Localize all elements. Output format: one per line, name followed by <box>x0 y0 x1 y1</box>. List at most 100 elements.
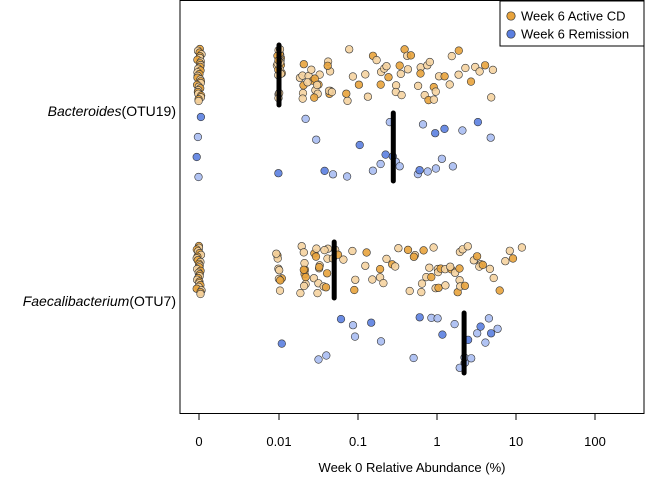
x-tick-label: 1 <box>433 434 440 449</box>
data-point <box>348 246 357 256</box>
data-point <box>473 252 482 261</box>
data-point <box>433 314 442 323</box>
data-point <box>478 260 487 270</box>
data-point <box>275 266 284 275</box>
data-point <box>361 261 370 270</box>
data-point <box>307 65 316 74</box>
genus-name: Faecalibacterium <box>23 293 130 309</box>
data-point <box>460 281 470 290</box>
data-point <box>403 245 413 254</box>
x-tick-label: 0 <box>195 434 202 449</box>
data-point <box>454 46 463 55</box>
x-axis: 0 0.01 0.1 1 10 100 <box>195 414 606 449</box>
data-point <box>489 273 498 283</box>
medians-layer <box>276 42 467 376</box>
group-label: Bacteroides(OTU19) <box>48 103 176 119</box>
data-point <box>438 330 447 339</box>
data-point <box>323 61 332 70</box>
data-point <box>312 244 321 253</box>
data-point <box>303 78 312 87</box>
data-point <box>395 162 404 171</box>
data-point <box>441 281 450 290</box>
legend-swatch <box>506 11 516 21</box>
data-point <box>414 81 423 90</box>
data-point <box>431 129 440 138</box>
data-point <box>368 275 377 284</box>
data-point <box>454 70 463 79</box>
data-point <box>194 96 203 106</box>
data-point <box>313 289 322 298</box>
data-point <box>327 87 337 97</box>
data-point <box>440 72 449 81</box>
data-point <box>419 246 428 255</box>
data-point <box>310 93 319 102</box>
data-point <box>311 252 321 261</box>
data-point <box>309 274 319 283</box>
data-point <box>376 265 385 274</box>
data-point <box>423 167 432 176</box>
data-point <box>328 170 338 179</box>
data-point <box>461 63 470 73</box>
data-point <box>345 45 354 54</box>
data-point <box>405 286 414 296</box>
data-point <box>350 332 360 341</box>
data-point <box>382 254 391 263</box>
data-point <box>354 80 364 89</box>
data-point <box>416 69 425 78</box>
data-point <box>440 124 449 133</box>
data-point <box>379 279 388 288</box>
data-point <box>381 150 390 159</box>
data-point <box>397 90 406 100</box>
data-point <box>409 353 418 363</box>
data-point <box>320 166 329 175</box>
data-point <box>299 265 308 274</box>
points-layer <box>192 44 527 372</box>
data-point <box>372 55 381 65</box>
data-point <box>298 94 307 103</box>
x-tick-label: 10 <box>509 434 523 449</box>
data-point <box>343 96 352 105</box>
group-labels: Bacteroides(OTU19) Faecalibacterium(OTU7) <box>23 103 176 309</box>
data-point <box>493 324 502 333</box>
data-point <box>415 313 424 322</box>
data-point <box>361 70 370 79</box>
data-point <box>350 285 359 295</box>
legend: Week 6 Active CD Week 6 Remission <box>499 0 645 47</box>
data-point <box>434 283 443 292</box>
data-point <box>425 57 434 67</box>
data-point <box>391 262 400 271</box>
data-point <box>467 354 476 363</box>
data-point <box>321 283 331 292</box>
data-point <box>336 315 346 324</box>
data-point <box>517 243 527 252</box>
data-point <box>343 172 352 181</box>
data-point <box>274 169 283 178</box>
legend-swatch <box>506 29 516 39</box>
data-point <box>342 89 351 98</box>
data-point <box>300 281 309 291</box>
data-point <box>320 246 329 255</box>
data-point <box>296 289 305 298</box>
data-point <box>355 140 364 150</box>
otu-label: (OTU7) <box>129 293 176 309</box>
x-tick-label: 0.1 <box>349 434 367 449</box>
data-point <box>376 337 386 346</box>
data-point <box>193 132 202 142</box>
data-point <box>339 255 348 264</box>
data-point <box>384 73 393 82</box>
data-point <box>476 322 485 331</box>
data-point <box>351 275 360 284</box>
data-point <box>299 60 308 69</box>
data-point <box>275 286 285 295</box>
data-point <box>363 92 373 101</box>
data-point <box>312 135 321 144</box>
otu-label: (OTU19) <box>122 103 176 119</box>
data-point <box>313 80 322 90</box>
data-point <box>427 273 436 282</box>
data-point <box>301 114 310 123</box>
data-point <box>415 166 424 175</box>
data-point <box>418 120 428 129</box>
data-point <box>485 264 495 274</box>
data-point <box>487 93 496 102</box>
